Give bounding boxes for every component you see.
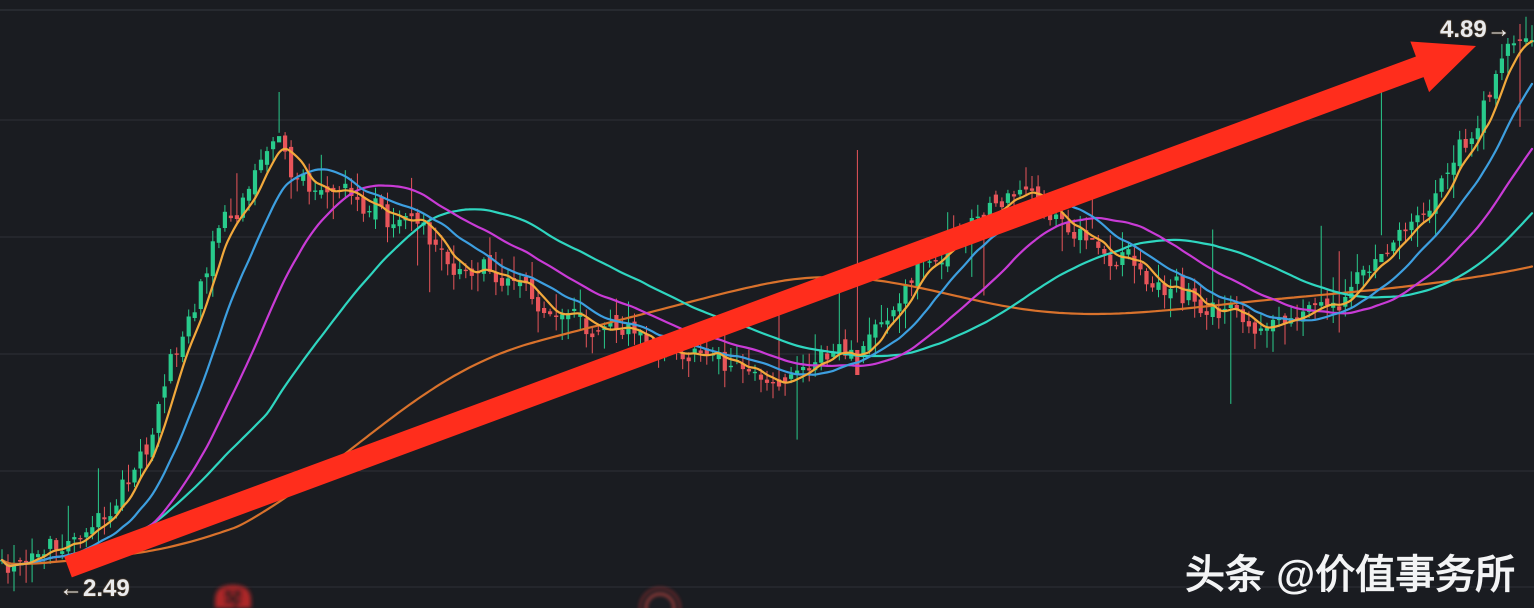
svg-text:琴: 琴	[223, 588, 244, 608]
svg-text:←2.49: ←2.49	[59, 575, 130, 602]
svg-text:4.89→: 4.89→	[1440, 16, 1511, 43]
svg-text:头条 @价值事务所: 头条 @价值事务所	[1185, 553, 1515, 597]
